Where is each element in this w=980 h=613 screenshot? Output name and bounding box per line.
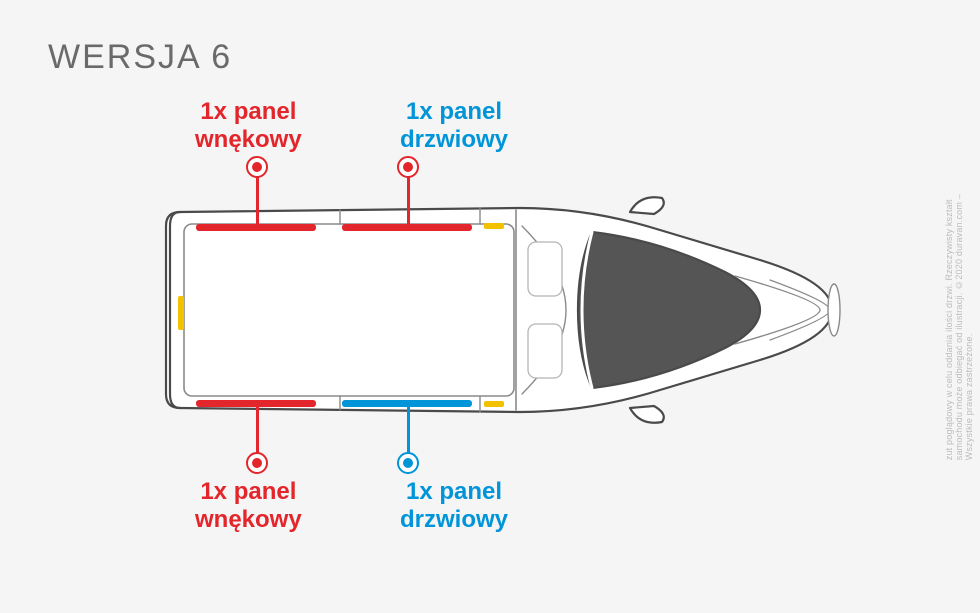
label-line2: drzwiowy (400, 506, 508, 533)
label-line1: 1x panel (200, 98, 296, 125)
copyright-sidetext: zut poglądowy w celu oddania ilości drzw… (944, 153, 974, 460)
label-line2: wnękowy (195, 126, 302, 153)
label-bot-left: 1x panel wnękowy (195, 478, 302, 533)
label-top-right: 1x panel drzwiowy (400, 98, 508, 153)
label-top-left: 1x panel wnękowy (195, 98, 302, 153)
leader-dot (397, 156, 419, 178)
label-line1: 1x panel (200, 478, 296, 505)
label-line1: 1x panel (406, 478, 502, 505)
label-bot-right: 1x panel drzwiowy (400, 478, 508, 533)
page-title: WERSJA 6 (48, 38, 232, 77)
panel-top-front (342, 224, 472, 231)
leader-line (407, 406, 410, 458)
label-line2: wnękowy (195, 506, 302, 533)
yellow-tab (484, 401, 504, 407)
yellow-tab (178, 296, 184, 330)
label-line1: 1x panel (406, 98, 502, 125)
leader-line (256, 406, 259, 458)
leader-dot (246, 452, 268, 474)
leader-dot (397, 452, 419, 474)
yellow-tab (484, 223, 504, 229)
panel-top-rear (196, 224, 316, 231)
leader-dot (246, 156, 268, 178)
label-line2: drzwiowy (400, 126, 508, 153)
